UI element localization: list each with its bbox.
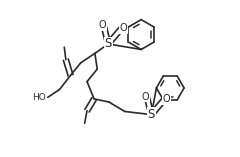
- Text: O: O: [98, 20, 106, 30]
- Text: S: S: [148, 108, 155, 121]
- Text: O: O: [162, 94, 170, 104]
- Text: O: O: [119, 23, 127, 33]
- Text: HO: HO: [32, 93, 46, 102]
- Text: O: O: [141, 92, 149, 102]
- Text: S: S: [105, 38, 112, 50]
